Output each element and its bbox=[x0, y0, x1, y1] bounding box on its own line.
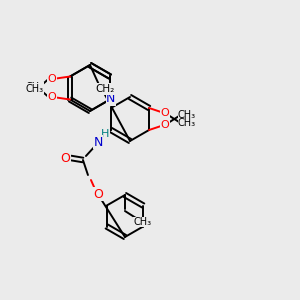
Text: O: O bbox=[48, 92, 56, 103]
Text: O: O bbox=[93, 188, 103, 200]
Text: CH₃: CH₃ bbox=[25, 82, 43, 92]
Text: O: O bbox=[48, 74, 56, 83]
Text: CH₃: CH₃ bbox=[178, 118, 196, 128]
Text: CH₂: CH₂ bbox=[95, 84, 115, 94]
Text: O: O bbox=[161, 120, 170, 130]
Text: CH₃: CH₃ bbox=[134, 217, 152, 227]
Text: N: N bbox=[93, 136, 103, 148]
Text: CH₃: CH₃ bbox=[178, 110, 196, 120]
Text: O: O bbox=[60, 152, 70, 164]
Text: CH₃: CH₃ bbox=[25, 83, 43, 94]
Text: N: N bbox=[106, 92, 116, 105]
Text: H: H bbox=[101, 129, 109, 139]
Text: O: O bbox=[161, 108, 170, 118]
